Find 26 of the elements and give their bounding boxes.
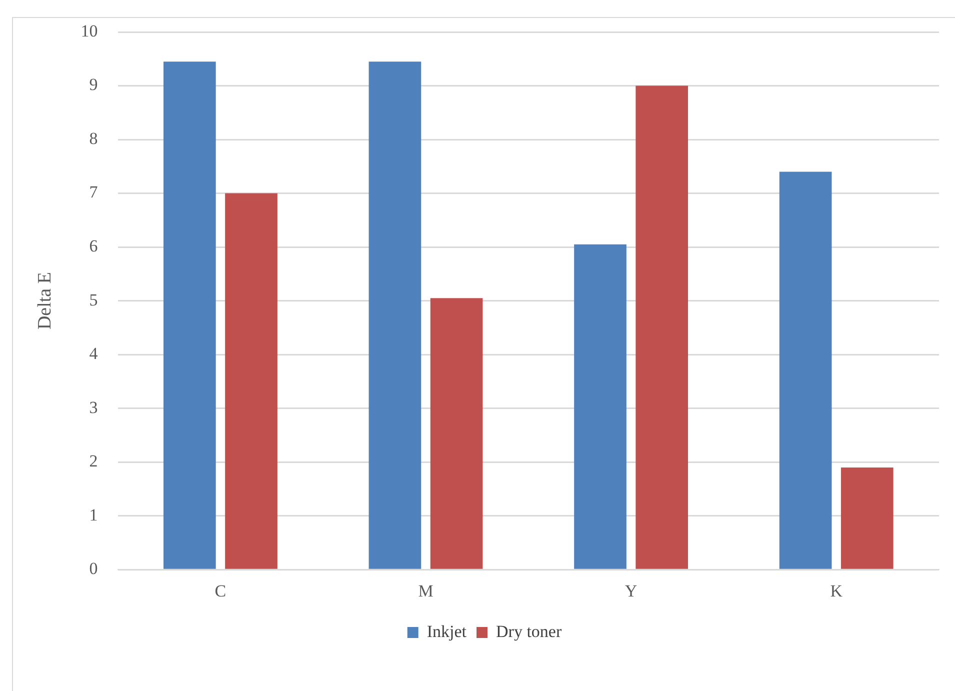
y-tick-label: 0 xyxy=(89,559,98,578)
y-tick-label: 1 xyxy=(89,505,98,524)
y-tick-label: 6 xyxy=(89,236,98,256)
x-tick-label: Y xyxy=(624,581,638,600)
bar xyxy=(225,193,278,569)
y-tick-label: 4 xyxy=(89,344,98,364)
bar xyxy=(368,62,422,569)
y-tick-label: 9 xyxy=(89,75,98,94)
bar xyxy=(163,62,216,569)
y-tick-label: 10 xyxy=(80,21,98,40)
legend-label: Dry toner xyxy=(496,622,562,641)
bar xyxy=(840,467,894,569)
bar xyxy=(574,244,626,569)
y-tick-label: 7 xyxy=(89,182,98,202)
y-tick-label: 2 xyxy=(89,452,98,471)
bar xyxy=(779,172,832,569)
y-axis-title: Delta E xyxy=(34,272,56,330)
bar xyxy=(430,298,483,569)
x-tick-label: K xyxy=(830,581,844,600)
legend-label: Inkjet xyxy=(426,622,467,641)
x-tick-label: M xyxy=(418,581,434,600)
y-tick-label: 8 xyxy=(89,128,98,148)
y-tick-label: 5 xyxy=(89,290,98,310)
x-tick-label: C xyxy=(214,581,226,600)
y-tick-label: 3 xyxy=(89,398,98,417)
bar xyxy=(636,86,688,569)
